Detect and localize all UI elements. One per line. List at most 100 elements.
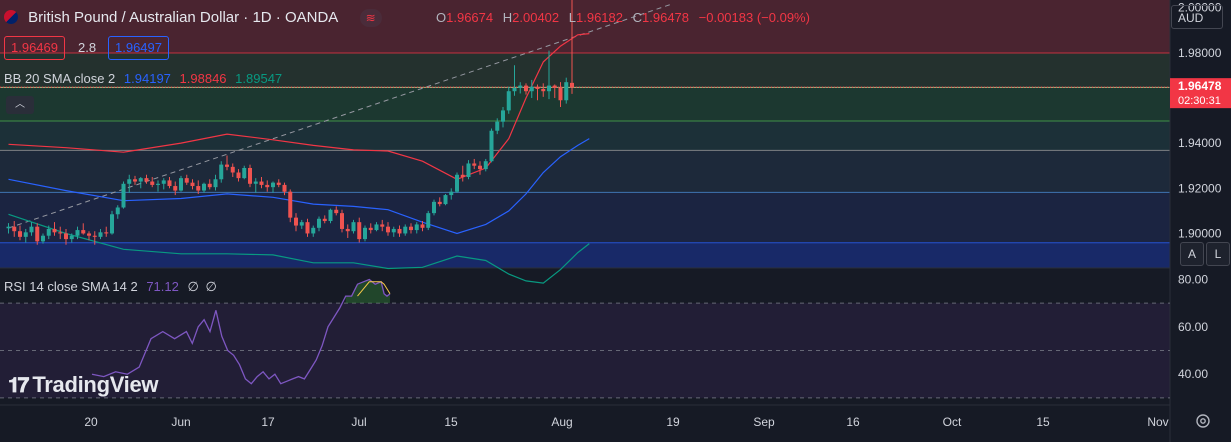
candle[interactable] [317, 216, 321, 232]
candle[interactable] [380, 219, 385, 232]
candle[interactable] [374, 222, 379, 232]
candle[interactable] [547, 50, 551, 100]
candle[interactable] [455, 172, 459, 193]
candle[interactable] [29, 222, 34, 236]
candle[interactable] [138, 177, 143, 189]
candle[interactable] [81, 223, 86, 235]
candle[interactable] [311, 225, 316, 237]
buy-button[interactable]: 1.96497 [108, 36, 169, 60]
candle[interactable] [368, 223, 373, 234]
candle[interactable] [460, 165, 465, 182]
candle[interactable] [150, 177, 155, 188]
candle[interactable] [518, 82, 523, 94]
candle[interactable] [403, 224, 408, 236]
candle[interactable] [6, 223, 11, 234]
candle[interactable] [259, 177, 264, 189]
candle[interactable] [12, 221, 17, 237]
candle[interactable] [92, 231, 97, 245]
candle[interactable] [58, 226, 63, 240]
candle[interactable] [351, 219, 356, 234]
candle[interactable] [391, 226, 396, 237]
candle[interactable] [357, 217, 362, 243]
candle[interactable] [156, 180, 160, 192]
candle[interactable] [426, 210, 431, 231]
candle[interactable] [161, 178, 166, 190]
candle[interactable] [558, 82, 563, 108]
candle[interactable] [179, 175, 183, 192]
auto-scale-button[interactable]: A [1180, 242, 1204, 266]
candle[interactable] [305, 218, 310, 237]
candle[interactable] [328, 208, 333, 224]
bb-legend[interactable]: BB 20 SMA close 2 1.94197 1.98846 1.8954… [4, 71, 282, 86]
collapse-legend-button[interactable]: ︿ [6, 96, 34, 114]
candle[interactable] [219, 161, 224, 183]
tradingview-logo[interactable]: 𝟏𝟕 TradingView [8, 372, 159, 398]
candle[interactable] [570, 0, 574, 94]
candle[interactable] [282, 182, 287, 196]
candle[interactable] [167, 177, 172, 189]
candle[interactable] [98, 228, 103, 240]
candle[interactable] [552, 84, 557, 98]
candle[interactable] [75, 226, 80, 240]
candle[interactable] [52, 222, 57, 236]
candle[interactable] [489, 128, 494, 163]
candle[interactable] [35, 223, 40, 245]
candle[interactable] [115, 205, 120, 219]
candle[interactable] [294, 213, 298, 232]
candle[interactable] [87, 231, 91, 241]
log-scale-button[interactable]: L [1206, 242, 1230, 266]
sell-button[interactable]: 1.96469 [4, 36, 65, 60]
candle[interactable] [242, 165, 247, 180]
candle[interactable] [386, 222, 390, 236]
currency-selector[interactable]: AUD [1171, 5, 1223, 29]
candle[interactable] [127, 174, 132, 193]
candle[interactable] [443, 193, 448, 206]
candle[interactable] [265, 180, 270, 192]
candle[interactable] [104, 226, 109, 237]
candle[interactable] [271, 181, 275, 193]
candle[interactable] [512, 65, 517, 96]
candle[interactable] [236, 169, 241, 182]
symbol-header[interactable]: British Pound / Australian Dollar · 1D ·… [4, 9, 382, 27]
candle[interactable] [190, 179, 195, 190]
candle[interactable] [363, 225, 367, 242]
candle[interactable] [501, 107, 505, 128]
candle[interactable] [110, 210, 114, 235]
candle[interactable] [432, 199, 436, 216]
candle[interactable] [506, 86, 511, 114]
candle[interactable] [449, 188, 454, 200]
candle[interactable] [184, 174, 189, 185]
candle[interactable] [213, 174, 218, 191]
candle[interactable] [133, 175, 137, 185]
candle[interactable] [472, 158, 477, 170]
candle[interactable] [230, 163, 235, 178]
candle[interactable] [196, 180, 201, 194]
candle[interactable] [478, 161, 482, 175]
candle[interactable] [202, 182, 206, 193]
candle[interactable] [299, 219, 304, 229]
candle[interactable] [46, 225, 51, 240]
candle[interactable] [466, 160, 471, 180]
candle[interactable] [23, 228, 28, 243]
candle[interactable] [121, 181, 126, 209]
candle[interactable] [564, 77, 569, 104]
candle[interactable] [483, 158, 488, 172]
candle[interactable] [288, 189, 293, 223]
symbol-title[interactable]: British Pound / Australian Dollar · 1D ·… [28, 9, 338, 26]
candle[interactable] [253, 178, 258, 193]
candle[interactable] [173, 181, 178, 196]
candle[interactable] [495, 118, 500, 135]
candle[interactable] [41, 233, 45, 244]
candle[interactable] [207, 179, 212, 190]
candle[interactable] [437, 197, 442, 207]
candle[interactable] [276, 179, 281, 188]
candle[interactable] [420, 221, 425, 232]
candle[interactable] [144, 174, 149, 184]
candle[interactable] [225, 155, 229, 171]
rsi-legend[interactable]: RSI 14 close SMA 14 2 71.12 ∅ ∅ [4, 279, 217, 295]
candle[interactable] [524, 83, 528, 95]
candle[interactable] [414, 222, 419, 234]
candle[interactable] [18, 225, 22, 241]
